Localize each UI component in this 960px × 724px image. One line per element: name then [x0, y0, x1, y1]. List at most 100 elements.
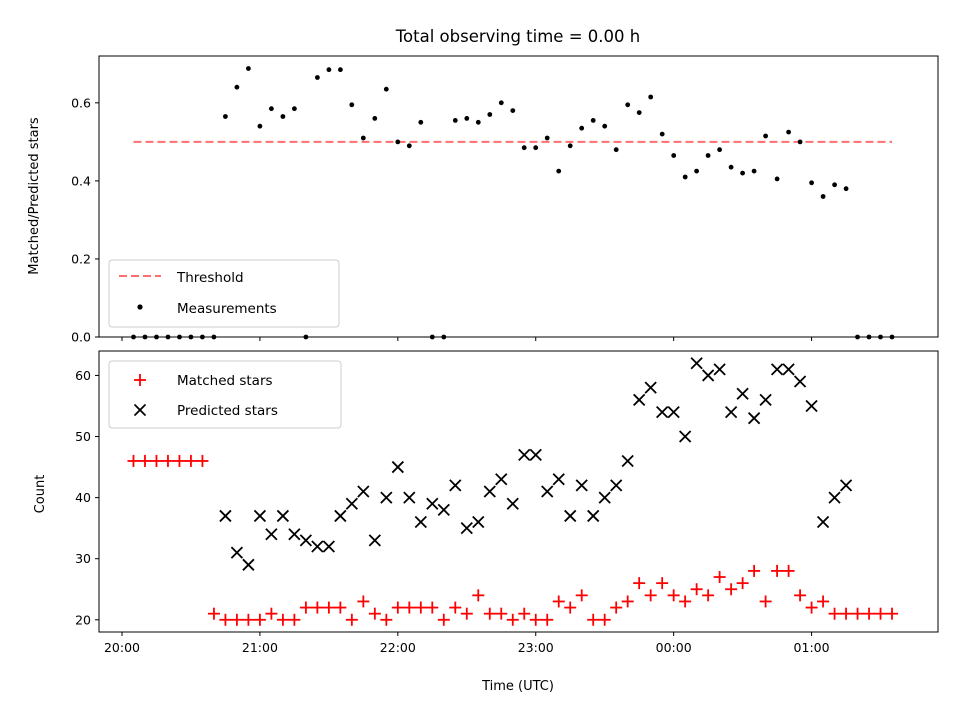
measurement-point — [763, 133, 768, 139]
count-x-tick-label: 00:00 — [656, 640, 692, 655]
matched-stars-point — [437, 613, 450, 626]
measurement-point — [590, 118, 596, 123]
measurement-point — [406, 143, 412, 149]
matched-stars-point — [127, 454, 140, 467]
predicted-stars-point — [782, 363, 795, 376]
matched-stars-point — [472, 589, 485, 602]
measurement-point — [315, 75, 320, 80]
count-y-axis-label: Count — [33, 475, 48, 514]
ratio-y-tick-label: 0.0 — [71, 330, 91, 345]
predicted-stars-point — [437, 503, 450, 516]
measurement-point — [694, 168, 699, 174]
matched-stars-point — [173, 454, 186, 467]
measurement-point — [223, 114, 228, 119]
measurement-point — [338, 67, 343, 73]
measurement-point — [360, 135, 366, 141]
matched-stars-point — [598, 613, 611, 626]
ratio-legend-box — [108, 259, 340, 328]
measurement-point — [751, 168, 757, 174]
matched-stars-point — [449, 601, 462, 614]
ratio-panel-frame — [98, 55, 939, 338]
predicted-stars-point — [219, 509, 232, 523]
count-data-layer — [127, 357, 899, 626]
measurement-point — [613, 147, 619, 153]
matched-stars-point — [644, 589, 657, 602]
ratio-y-tick-label: 0.4 — [71, 173, 91, 188]
matched-stars-point — [840, 607, 853, 620]
predicted-stars-point — [598, 491, 611, 504]
measurement-point — [659, 131, 665, 137]
measurement-point — [832, 182, 837, 188]
predicted-stars-point — [702, 369, 715, 382]
measurement-point — [728, 164, 734, 170]
measurement-point — [797, 139, 803, 145]
predicted-stars-point — [322, 540, 335, 553]
matched-stars-point — [874, 607, 887, 620]
count-y-axis: 20 30 40 50 60 — [75, 368, 99, 627]
measurement-point — [786, 129, 791, 135]
matched-stars-point — [805, 601, 818, 614]
matched-stars-point — [656, 577, 669, 590]
measurement-point — [625, 102, 631, 108]
ratio-y-tick-label: 0.6 — [71, 95, 91, 110]
predicted-stars-point — [253, 509, 267, 523]
count-x-axis-label: Time (UTC) — [481, 679, 554, 694]
count-y-tick-label: 40 — [75, 490, 91, 505]
predicted-stars-point — [426, 497, 439, 510]
matched-stars-point — [276, 613, 289, 626]
legend-matched-label: Matched stars — [177, 373, 273, 389]
matched-stars-point — [242, 613, 255, 626]
predicted-stars-point — [230, 546, 244, 559]
predicted-stars-point — [667, 405, 680, 419]
matched-stars-point — [495, 607, 508, 620]
matched-stars-point — [782, 564, 795, 577]
measurement-point — [820, 194, 826, 199]
measurement-point — [257, 123, 263, 129]
count-x-tick-label: 20:00 — [104, 640, 140, 655]
measurement-point — [475, 119, 481, 125]
count-y-tick-label: 50 — [75, 429, 91, 444]
matched-stars-point — [575, 589, 588, 602]
measurement-point — [717, 147, 722, 153]
measurement-point — [234, 84, 240, 90]
predicted-stars-point — [242, 558, 255, 571]
matched-stars-point — [748, 564, 761, 577]
predicted-stars-point — [610, 479, 623, 492]
measurement-point — [556, 168, 562, 174]
matched-stars-point — [725, 583, 738, 596]
matched-stars-point — [380, 613, 393, 626]
matched-stars-point — [345, 613, 358, 626]
matched-stars-point — [391, 601, 404, 614]
predicted-stars-point — [564, 509, 577, 523]
legend-predicted-swatch — [133, 403, 147, 417]
matched-stars-point — [713, 571, 726, 584]
measurement-point — [464, 116, 470, 121]
count-y-tick-label: 20 — [75, 612, 91, 627]
matched-stars-point — [529, 613, 542, 626]
predicted-stars-point — [391, 460, 404, 474]
matched-stars-point — [161, 454, 174, 467]
predicted-stars-point — [656, 405, 669, 419]
matched-stars-point — [817, 595, 830, 608]
predicted-stars-point — [839, 479, 853, 492]
measurement-point — [567, 143, 573, 149]
predicted-stars-point — [679, 430, 692, 443]
matched-stars-point — [518, 607, 531, 620]
measurement-point — [648, 94, 654, 100]
count-x-tick-label: 01:00 — [794, 640, 830, 655]
matched-stars-point — [230, 613, 243, 626]
predicted-stars-point — [265, 528, 278, 541]
measurement-point — [740, 170, 745, 176]
measurement-point — [326, 67, 332, 73]
count-x-tick-label: 23:00 — [518, 640, 554, 655]
matched-stars-point — [633, 577, 646, 590]
measurement-point — [383, 86, 389, 92]
predicted-stars-point — [288, 528, 301, 541]
measurement-point — [843, 186, 849, 192]
predicted-stars-point — [299, 534, 313, 547]
predicted-stars-point — [621, 454, 634, 468]
ratio-y-axis-label: Matched/Predicted stars — [27, 117, 42, 275]
predicted-stars-point — [575, 479, 588, 492]
